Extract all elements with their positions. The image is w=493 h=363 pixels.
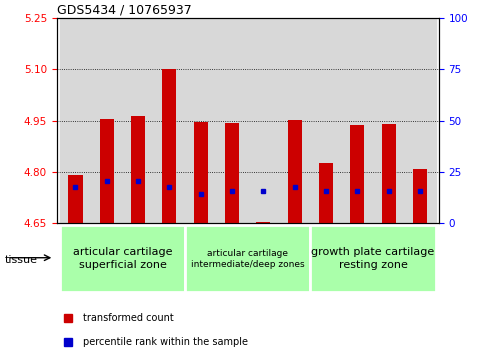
Bar [60,225,185,292]
Bar [287,120,302,223]
Bar [404,18,436,223]
Bar [185,225,311,292]
Bar [311,18,342,223]
Bar [69,175,82,223]
Bar [311,225,436,292]
Bar [351,125,364,223]
Bar [319,163,333,223]
Bar [194,122,208,223]
Bar [225,123,239,223]
Bar [100,119,114,223]
Bar [216,18,247,223]
Text: percentile rank within the sample: percentile rank within the sample [83,337,248,347]
Bar [162,69,176,223]
Bar [279,18,311,223]
Text: articular cartilage
superficial zone: articular cartilage superficial zone [72,248,172,270]
Bar [131,115,145,223]
Bar [154,18,185,223]
Bar [342,18,373,223]
Text: tissue: tissue [5,254,38,265]
Bar [247,18,279,223]
Bar [373,18,404,223]
Bar [60,18,91,223]
Text: GDS5434 / 10765937: GDS5434 / 10765937 [57,4,191,17]
Bar [185,18,216,223]
Text: articular cartilage
intermediate/deep zones: articular cartilage intermediate/deep zo… [191,249,305,269]
Text: transformed count: transformed count [83,313,174,323]
Bar [256,221,271,223]
Text: growth plate cartilage
resting zone: growth plate cartilage resting zone [312,248,435,270]
Bar [91,18,122,223]
Bar [413,168,427,223]
Bar [122,18,154,223]
Bar [382,124,396,223]
